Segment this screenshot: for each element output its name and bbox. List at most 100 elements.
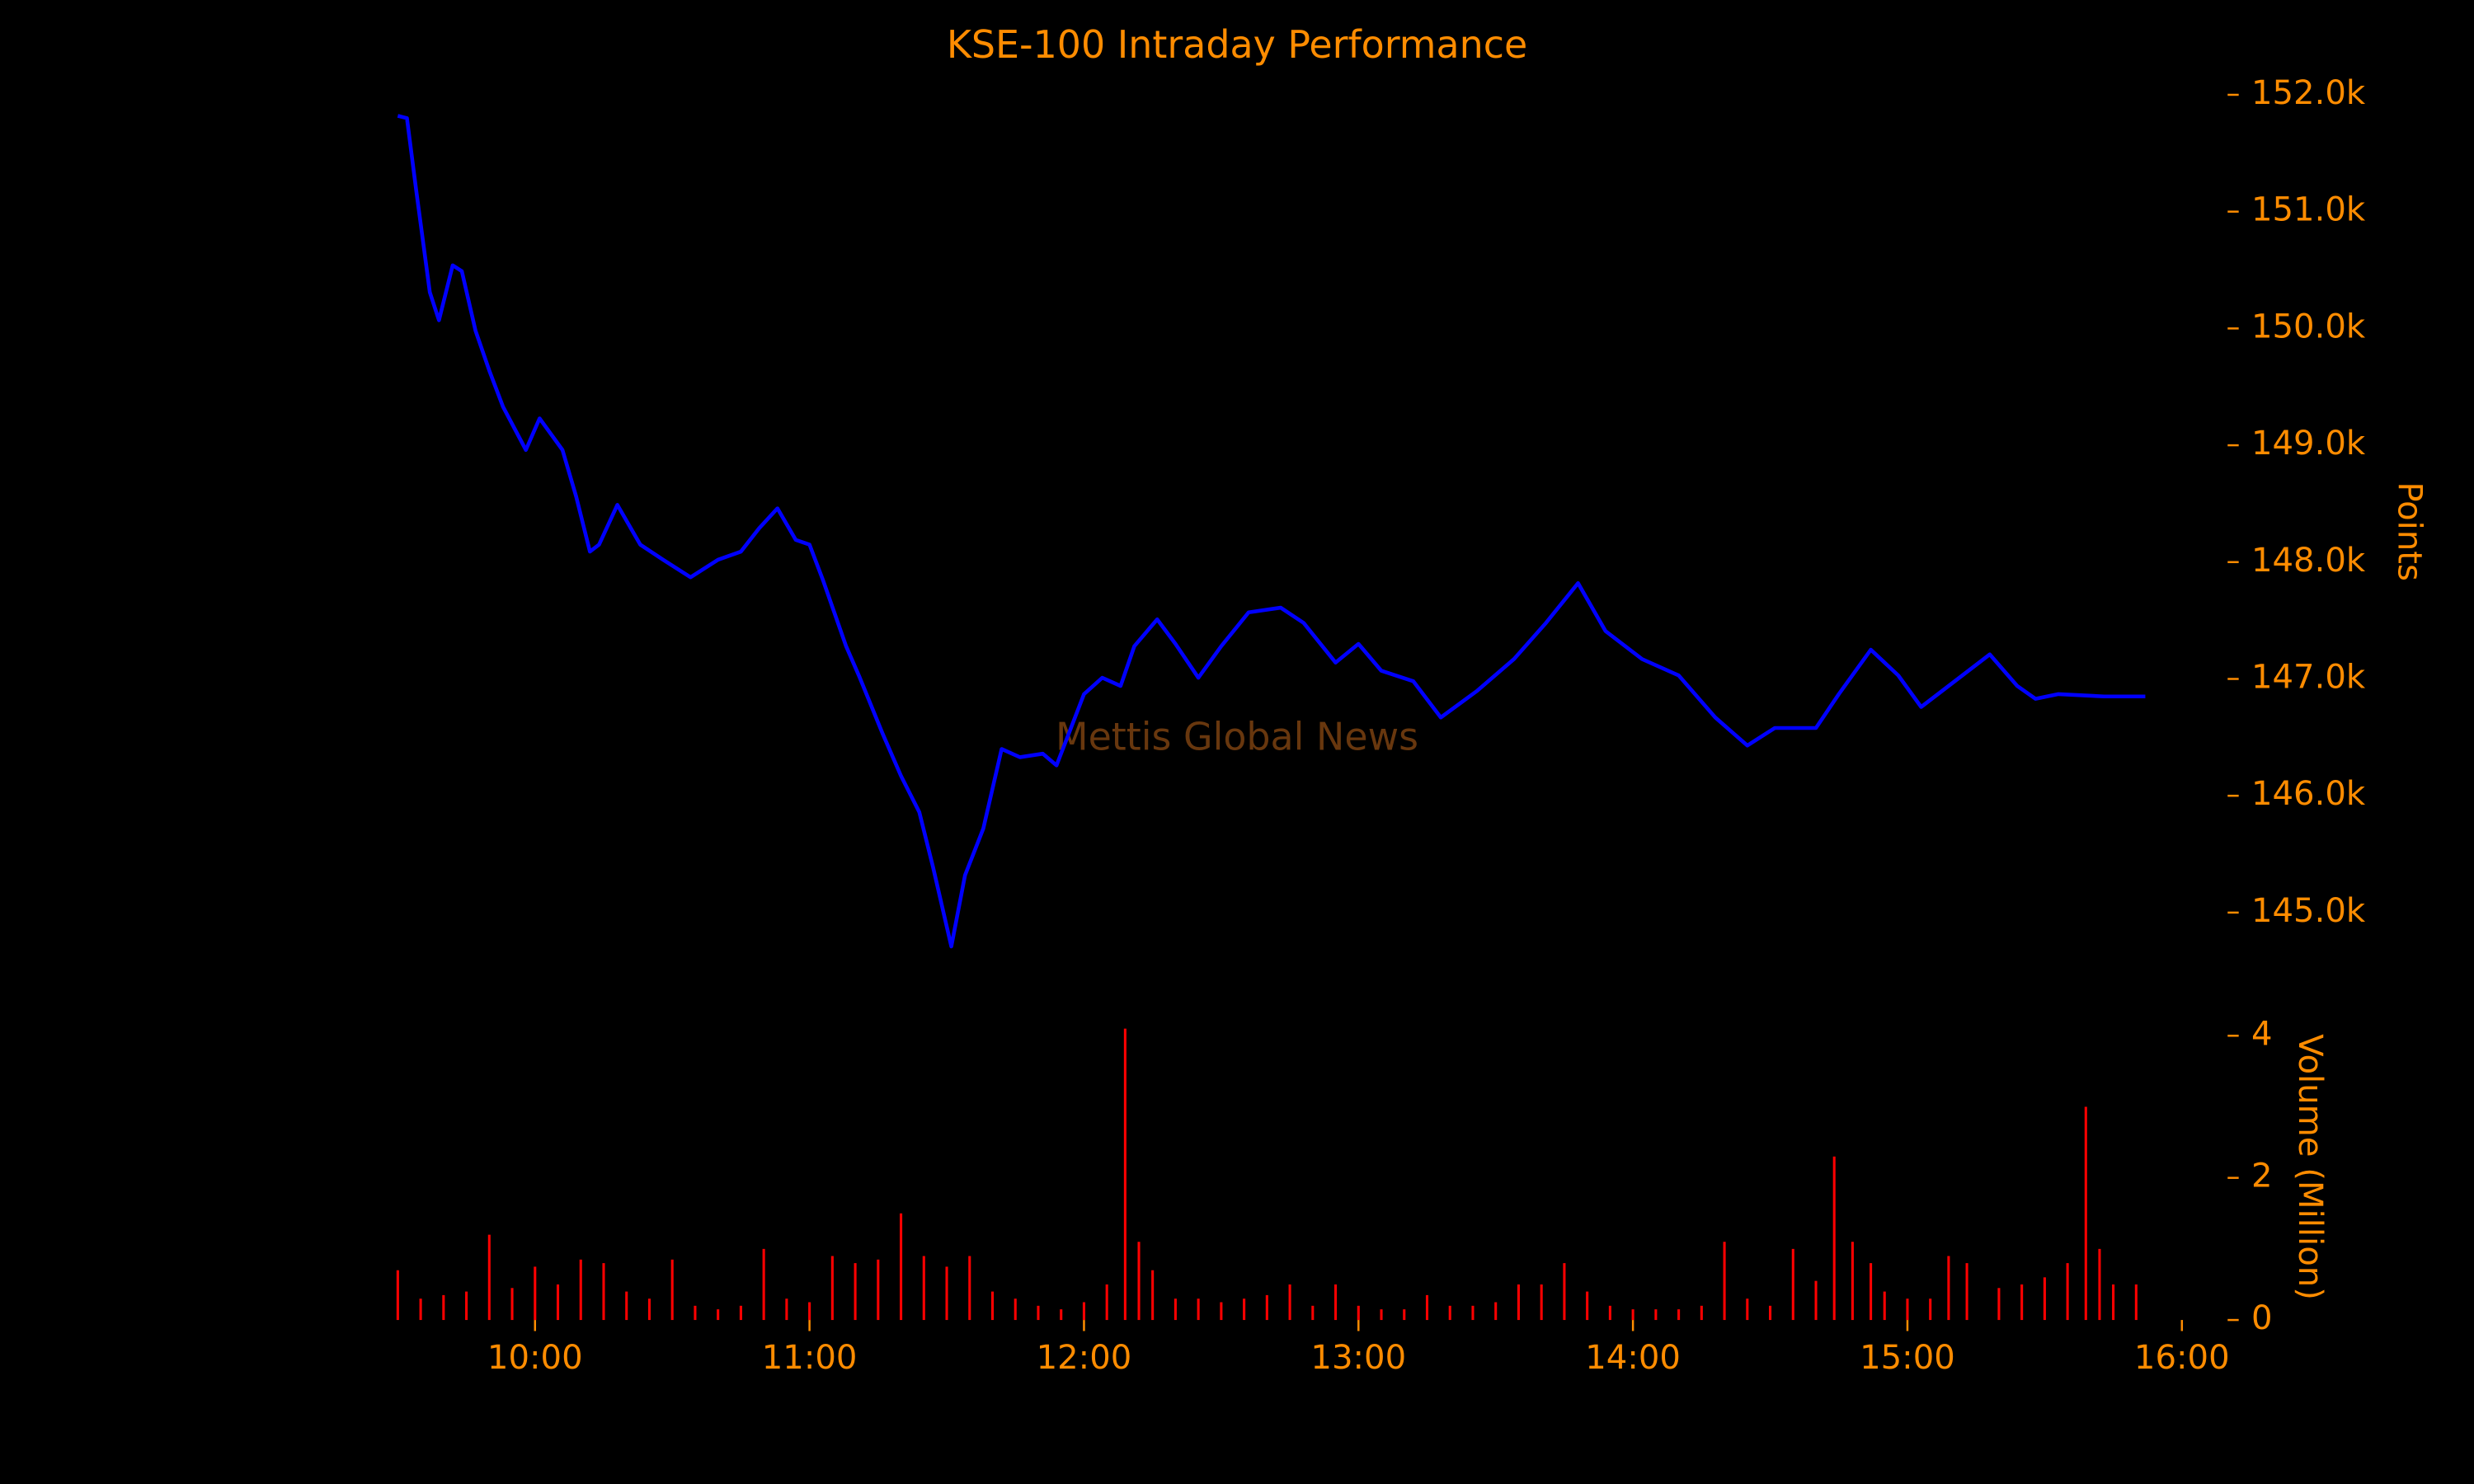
volume-bar	[1357, 1305, 1360, 1321]
volume-bar	[1997, 1288, 2001, 1321]
volume-bar	[647, 1298, 651, 1321]
volume-bar	[1123, 1028, 1126, 1321]
volume-bar	[1105, 1284, 1108, 1321]
volume-bar	[854, 1263, 857, 1321]
volume-bar	[556, 1284, 560, 1321]
volume-bar	[2134, 1284, 2138, 1321]
y-tick-label: 149.0k	[2251, 425, 2366, 463]
volume-bar	[1288, 1284, 1291, 1321]
watermark: Mettis Global News	[1056, 715, 1418, 759]
volume-bar	[579, 1259, 582, 1321]
volume-bar	[877, 1259, 880, 1321]
volume-bar	[1883, 1291, 1886, 1321]
volume-bar	[1631, 1309, 1634, 1321]
volume-bar	[1265, 1294, 1268, 1321]
volume-bar	[1608, 1305, 1611, 1321]
volume-bar	[945, 1266, 948, 1321]
volume-bar	[694, 1305, 697, 1321]
volume-bar	[1769, 1305, 1772, 1321]
volume-bar	[1906, 1298, 1909, 1321]
volume-bar	[1243, 1298, 1246, 1321]
y-tick-label: 152.0k	[2251, 74, 2366, 112]
volume-bar	[2043, 1277, 2046, 1321]
y-tick-label: 145.0k	[2251, 892, 2366, 930]
volume-bar	[2112, 1284, 2115, 1321]
volume-bar	[1151, 1270, 1155, 1321]
volume-bar	[487, 1234, 491, 1321]
x-tick-label: 12:00	[1037, 1339, 1132, 1377]
x-tick-label: 13:00	[1310, 1339, 1406, 1377]
volume-bar	[1311, 1305, 1315, 1321]
volume-bar	[534, 1266, 537, 1321]
volume-bar	[1929, 1298, 1932, 1321]
volume-bar	[717, 1309, 720, 1321]
volume-bar	[465, 1291, 468, 1321]
x-tick-label: 14:00	[1585, 1339, 1681, 1377]
volume-bar	[1947, 1256, 1950, 1321]
volume-bar	[1814, 1280, 1818, 1321]
volume-bar	[2066, 1263, 2069, 1321]
volume-bar	[1060, 1309, 1063, 1321]
volume-bar	[1220, 1302, 1223, 1321]
chart-title: KSE-100 Intraday Performance	[947, 22, 1527, 67]
volume-bar	[1425, 1294, 1429, 1321]
volume-bar	[1014, 1298, 1017, 1321]
volume-bar	[900, 1213, 903, 1321]
volume-bar	[1563, 1263, 1566, 1321]
y-tick-label: 147.0k	[2251, 658, 2366, 696]
volume-bar	[1540, 1284, 1543, 1321]
volume-bar	[830, 1256, 834, 1321]
volume-bar	[762, 1248, 765, 1321]
y-axis-label: Points	[2390, 481, 2428, 581]
volume-bar	[670, 1259, 674, 1321]
volume-bar	[442, 1294, 445, 1321]
volume-bar	[1380, 1309, 1383, 1321]
volume-bar	[1334, 1284, 1338, 1321]
volume-bar	[1677, 1309, 1681, 1321]
volume-bar	[1965, 1263, 1968, 1321]
volume-bar	[1851, 1242, 1854, 1321]
y-tick-label: 150.0k	[2251, 308, 2366, 345]
volume-bar	[1791, 1248, 1794, 1321]
volume-bar	[1137, 1242, 1141, 1321]
y-tick-label: 0	[2251, 1299, 2273, 1337]
x-tick-label: 10:00	[487, 1339, 583, 1377]
volume-bar	[1700, 1305, 1703, 1321]
volume-bar	[1870, 1263, 1873, 1321]
x-tick-label: 16:00	[2134, 1339, 2230, 1377]
volume-bar	[739, 1305, 742, 1321]
y-tick-label: 4	[2251, 1015, 2273, 1053]
volume-bar	[990, 1291, 995, 1321]
y-axis-label: Volume (Million)	[2291, 1034, 2329, 1300]
price-line	[397, 114, 2146, 949]
volume-bar	[1494, 1302, 1498, 1321]
volume-bar	[1723, 1242, 1726, 1321]
volume-bar	[510, 1288, 514, 1321]
volume-bar	[1654, 1309, 1658, 1321]
y-tick-label: 151.0k	[2251, 191, 2366, 229]
volume-bar	[1586, 1291, 1589, 1321]
volume-bar	[808, 1302, 811, 1321]
volume-bar	[1471, 1305, 1475, 1321]
volume-bar	[1517, 1284, 1520, 1321]
volume-bar	[1174, 1298, 1177, 1321]
volume-bar	[625, 1291, 628, 1321]
volume-bar	[1082, 1302, 1085, 1321]
volume-bar	[1448, 1305, 1451, 1321]
volume-bar	[1037, 1305, 1040, 1321]
volume-bar	[1403, 1309, 1406, 1321]
volume-bar	[419, 1298, 422, 1321]
volume-bar	[2084, 1106, 2087, 1321]
volume-bar	[2098, 1248, 2101, 1321]
x-tick-label: 11:00	[762, 1339, 858, 1377]
volume-bar	[1746, 1298, 1749, 1321]
volume-bar	[2020, 1284, 2024, 1321]
volume-bar	[922, 1256, 925, 1321]
y-tick-label: 148.0k	[2251, 542, 2366, 580]
y-tick-label: 2	[2251, 1158, 2273, 1195]
volume-bar	[785, 1298, 788, 1321]
x-tick-label: 15:00	[1860, 1339, 1955, 1377]
volume-bar	[1832, 1156, 1836, 1321]
y-tick-label: 146.0k	[2251, 775, 2366, 813]
